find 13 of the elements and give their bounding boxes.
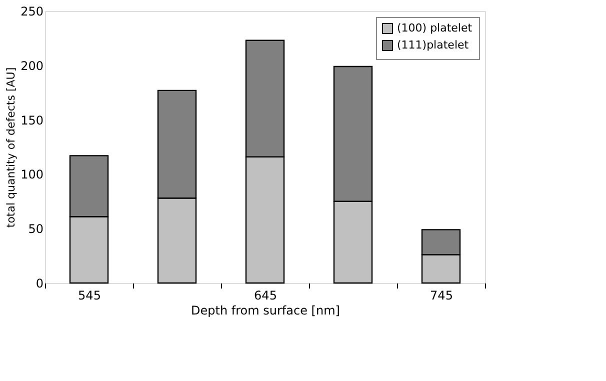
y-tick-label: 50 [28, 222, 44, 236]
x-axis-title: Depth from surface [nm] [191, 304, 340, 318]
y-tick-label: 0 [36, 276, 44, 290]
y-tick-label: 100 [20, 168, 44, 182]
y-axis-title: total quantity of defects [AU] [4, 67, 18, 228]
legend-label: (111)platelet [397, 38, 470, 52]
x-tick-label: 645 [254, 288, 277, 302]
x-tick-label: 745 [430, 288, 453, 302]
y-tick-label: 200 [20, 58, 44, 73]
y-tick-label: 150 [20, 113, 44, 128]
legend-label: (100) platelet [397, 22, 473, 34]
y-tick-label: 250 [20, 4, 44, 18]
x-tick-label: 545 [78, 288, 101, 302]
